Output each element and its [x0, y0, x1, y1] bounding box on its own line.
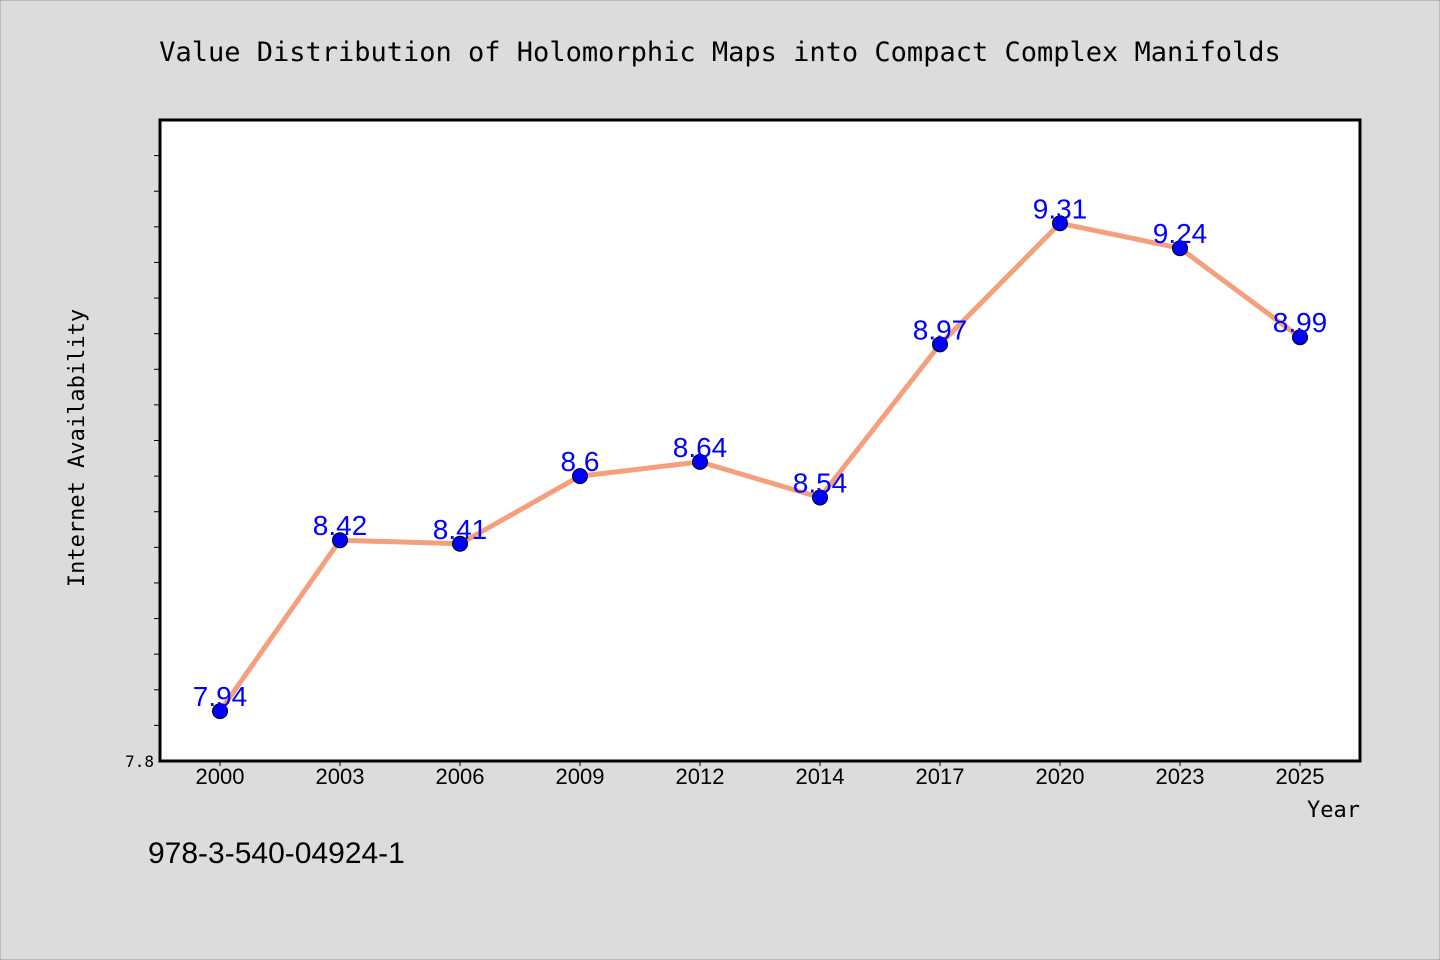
x-tick-label: 2000	[196, 764, 245, 789]
x-tick-label: 2006	[436, 764, 485, 789]
data-label: 8.64	[673, 432, 728, 463]
data-point	[332, 532, 348, 549]
data-label: 8.99	[1273, 307, 1328, 338]
data-point	[692, 453, 708, 470]
data-label: 8.6	[561, 446, 600, 477]
data-label: 8.41	[433, 514, 488, 545]
y-tick-label: 7.8	[125, 752, 154, 771]
data-label: 8.42	[313, 510, 368, 541]
x-tick-label: 2020	[1036, 764, 1085, 789]
data-point	[212, 703, 228, 720]
data-point	[1292, 329, 1308, 346]
data-label: 8.54	[793, 467, 848, 498]
x-tick-label: 2025	[1276, 764, 1325, 789]
data-point	[572, 468, 588, 485]
x-tick-label: 2012	[676, 764, 725, 789]
x-tick-label: 2009	[556, 764, 605, 789]
x-axis-ticks: 2000 2003 2006 2009 2012 2014 2017 2020 2023 2025	[196, 761, 1325, 789]
data-point	[812, 489, 828, 506]
plot-area	[158, 118, 1362, 763]
data-point	[1052, 215, 1068, 232]
x-tick-label: 2017	[916, 764, 965, 789]
y-axis-label: Internet Availability	[65, 309, 90, 587]
data-point	[452, 535, 468, 552]
data-label: 8.97	[913, 314, 968, 345]
data-label: 7.94	[193, 681, 248, 712]
x-tick-label: 2014	[796, 764, 845, 789]
footer-text: 978-3-540-04924-1	[148, 837, 405, 870]
chart-title: Value Distribution of Holomorphic Maps i…	[159, 37, 1281, 68]
y-axis-ticks: 7.8	[125, 155, 160, 771]
data-point	[932, 336, 948, 353]
data-point	[1172, 240, 1188, 257]
x-tick-label: 2003	[316, 764, 365, 789]
data-labels: 7.94 8.42 8.41 8.6 8.64 8.54 8.97 9.31 9.24 8.99	[193, 193, 1328, 712]
series-line	[217, 220, 1303, 714]
x-tick-label: 2023	[1156, 764, 1205, 789]
data-label: 9.31	[1033, 193, 1088, 224]
data-label: 9.24	[1153, 218, 1208, 249]
x-axis-label: Year	[1307, 798, 1360, 823]
series-layer	[212, 215, 1308, 720]
